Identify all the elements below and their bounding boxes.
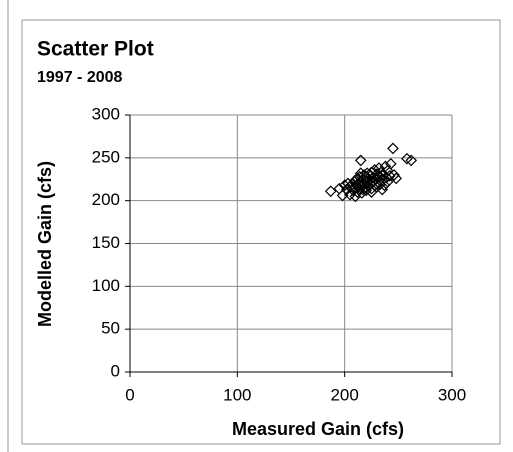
point [353, 182, 366, 195]
point [355, 187, 368, 199]
point [376, 183, 389, 196]
point [379, 160, 392, 173]
y-tick-label: 200 [92, 190, 120, 209]
x-tick-label: 200 [330, 385, 358, 404]
point [401, 152, 413, 165]
y-tick-label: 50 [101, 319, 120, 338]
y-tick-label: 150 [92, 233, 120, 252]
point [387, 142, 399, 155]
y-tick-label: 250 [92, 147, 120, 166]
point [365, 182, 378, 195]
y-axis-label: Modelled Gain (cfs) [35, 161, 55, 327]
y-tick-label: 0 [111, 361, 120, 380]
x-axis-label: Measured Gain (cfs) [232, 419, 404, 439]
point [405, 154, 418, 167]
y-tick-label: 300 [92, 104, 120, 123]
point [388, 169, 400, 181]
chart-subtitle: 1997 - 2008 [37, 69, 123, 86]
point [384, 157, 397, 170]
y-tick-label: 100 [92, 276, 120, 295]
x-tick-label: 0 [125, 385, 134, 404]
chart-frame [21, 19, 501, 445]
point [365, 186, 378, 198]
point [390, 172, 403, 185]
point [354, 167, 367, 180]
point [342, 177, 354, 190]
point [383, 169, 396, 182]
point [354, 154, 367, 167]
point [349, 190, 362, 203]
point [324, 185, 337, 198]
x-tick-label: 300 [438, 385, 466, 404]
chart-title: Scatter Plot [37, 38, 154, 61]
point [378, 179, 391, 192]
x-tick-label: 100 [223, 385, 251, 404]
